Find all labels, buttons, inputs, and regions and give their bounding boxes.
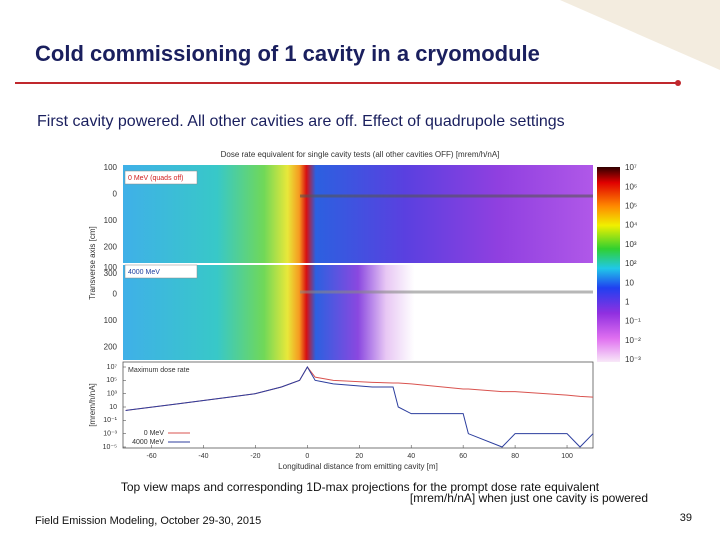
plot-frame [122,361,594,449]
colorbar-tick-label: 10 [625,278,634,287]
y-tick-label: 10⁻¹ [103,417,117,424]
colorbar-tick-label: 10⁷ [625,163,637,172]
caption: Top view maps and corresponding 1D-max p… [121,480,600,494]
map-y-tick-label: 0 [113,190,118,199]
y-tick-label: 10⁵ [106,377,117,384]
colorbar-tick-label: 10⁶ [625,182,637,191]
colorbar [597,167,620,362]
panel-label-box [124,264,198,279]
legend-label: 0 MeV [144,430,165,437]
panel-label: 4000 MeV [128,269,160,276]
colorbar-tick-label: 10⁻³ [625,355,641,364]
series-line [125,366,594,448]
map-y-tick-label: 200 [104,343,118,352]
map-y-tick-label: 0 [113,290,118,299]
title-rule-dot [675,80,681,86]
x-tick-label: 40 [407,453,415,460]
map-y-tick-label: 100 [104,163,118,172]
x-tick-label: 80 [511,453,519,460]
x-tick-label: 0 [305,453,309,460]
colorbar-tick-label: 1 [625,298,630,307]
panel-label-box [124,170,198,185]
subtitle: First cavity powered. All other cavities… [37,113,565,130]
y-tick-label: 10 [109,404,117,411]
map-y-tick-label: 100 [104,216,118,225]
y-tick-label: 10⁷ [107,364,118,371]
map-y-tick-label: 100 [104,316,118,325]
heatmap [123,165,593,263]
map-y-tick-label: 100 [104,263,118,272]
colorbar-tick-label: 10⁻¹ [625,317,641,326]
x-tick-label: 60 [459,453,467,460]
colorbar-tick-label: 10⁵ [625,202,637,211]
map-y-label: Transverse axis [cm] [88,226,97,300]
x-axis-label: Longitudinal distance from emitting cavi… [278,462,438,471]
map-y-tick-label: 200 [104,243,118,252]
y-tick-label: 10⁻⁵ [103,444,117,451]
footer: Field Emission Modeling, October 29-30, … [35,515,261,527]
y-axis-label: [mrem/h/nA] [88,383,97,427]
x-tick-label: -40 [198,453,208,460]
panel-label: 0 MeV (quads off) [128,175,184,182]
legend-label: 4000 MeV [132,439,164,446]
x-tick-label: 20 [355,453,363,460]
heatmap [123,265,593,360]
y-tick-label: 10⁻³ [103,431,117,438]
colorbar-tick-label: 10³ [625,240,637,249]
caption: [mrem/h/nA] when just one cavity is powe… [410,491,648,505]
page-number: 39 [680,512,692,524]
colorbar-tick-label: 10⁻² [625,336,641,345]
panel-label: Maximum dose rate [128,367,190,374]
y-tick-label: 10³ [107,391,118,398]
colorbar-tick-label: 10⁴ [625,221,638,230]
corner-decoration [560,0,720,70]
figure-title: Dose rate equivalent for single cavity t… [221,150,500,159]
colorbar-tick-label: 10² [625,259,637,268]
map-y-tick-label: 300 [104,269,118,278]
x-tick-label: -20 [250,453,260,460]
x-tick-label: -60 [147,453,157,460]
slide-title: Cold commissioning of 1 cavity in a cryo… [35,41,540,66]
x-tick-label: 100 [561,453,573,460]
